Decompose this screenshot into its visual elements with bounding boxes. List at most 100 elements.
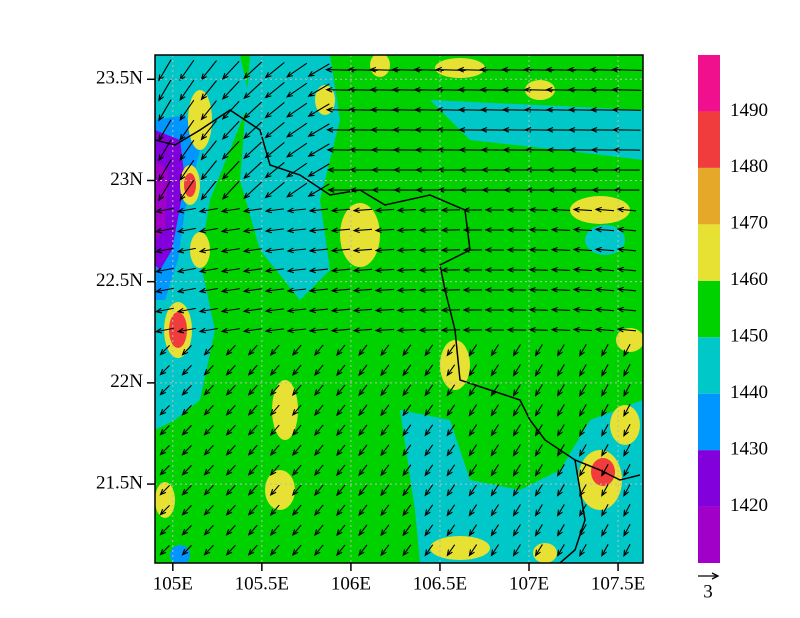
wind-vector (264, 62, 285, 79)
wind-vector (579, 364, 587, 377)
wind-vector (242, 327, 262, 334)
wind-vector (307, 83, 330, 97)
wind-vector (242, 207, 262, 214)
wind-vector (264, 227, 284, 234)
wind-vector (601, 384, 609, 397)
wind-vector (490, 384, 500, 397)
colorbar-label: 1450 (730, 326, 768, 347)
wind-vector (601, 404, 609, 417)
wind-vector (579, 504, 587, 517)
wind-vector (198, 327, 218, 334)
wind-vector (358, 484, 368, 497)
wind-vector (534, 344, 543, 357)
wind-vector (556, 364, 565, 377)
wind-vector (352, 267, 373, 274)
wind-vector (181, 444, 192, 456)
wind-vector (313, 464, 324, 477)
wind-vector (512, 504, 521, 517)
wind-vector (462, 327, 483, 333)
wind-vector (462, 207, 483, 213)
wind-vector (330, 207, 351, 214)
wind-vector (512, 344, 521, 357)
wind-vector (623, 404, 631, 417)
colorbar-label: 1430 (730, 438, 768, 459)
wind-vector (285, 162, 308, 178)
wind-vector (579, 424, 587, 437)
wind-vector (550, 246, 571, 253)
wind-vector (179, 99, 195, 122)
wind-vector (336, 384, 346, 397)
wind-vector (402, 424, 412, 437)
wind-vector (291, 544, 302, 557)
wind-vector (313, 344, 324, 357)
wind-vector (264, 247, 284, 254)
wind-vector (623, 384, 631, 397)
wind-vector (594, 306, 615, 313)
reference-label: 3 (703, 581, 713, 602)
wind-vector (247, 344, 258, 356)
wind-vector (506, 267, 527, 273)
wind-vector (424, 444, 434, 457)
wind-vector (374, 307, 395, 314)
wind-vector (484, 307, 505, 313)
wind-vector (155, 267, 174, 274)
plot-frame (154, 54, 644, 564)
wind-vector (512, 484, 521, 497)
wind-vector (534, 444, 543, 457)
wind-vector (418, 287, 439, 293)
wind-vector (534, 504, 543, 517)
x-tick-label: 105.5E (235, 573, 289, 594)
wind-vector (242, 227, 262, 234)
colorbar: 1420 1430 1440 1450 1460 1470 1480 1490 (698, 55, 768, 563)
wind-vector (415, 187, 442, 193)
wind-vector (594, 226, 615, 233)
wind-vector (468, 384, 478, 397)
wind-vector (179, 159, 195, 182)
wind-vector (242, 267, 262, 274)
wind-vector (490, 344, 500, 357)
wind-vector (313, 544, 324, 557)
wind-vector (528, 267, 549, 273)
wind-vector (264, 162, 285, 179)
colorbar-label: 1480 (730, 156, 768, 177)
wind-vector (616, 286, 637, 293)
wind-vector (579, 544, 587, 557)
wind-vector (579, 344, 587, 357)
wind-vector (358, 464, 368, 477)
wind-vector (307, 123, 330, 137)
wind-vector (158, 179, 172, 202)
wind-vector (393, 187, 420, 193)
wind-vector (534, 544, 543, 557)
wind-vector (352, 227, 373, 234)
wind-vector (336, 344, 346, 357)
wind-vector (155, 287, 174, 294)
wind-vector (623, 424, 631, 437)
wind-vector (418, 227, 439, 233)
wind-vector (462, 307, 483, 313)
wind-vector (446, 544, 456, 557)
wind-vector (286, 207, 307, 214)
colorbar-box (698, 450, 720, 507)
wind-vector (176, 287, 196, 294)
wind-vector (225, 484, 236, 496)
wind-vector (308, 227, 329, 234)
wind-vector (446, 364, 456, 377)
wind-vector (158, 59, 172, 82)
wind-vector (616, 226, 637, 233)
wind-vector (424, 384, 434, 397)
colorbar-box (698, 55, 720, 112)
wind-vector (490, 404, 500, 417)
wind-vector (181, 524, 192, 536)
wind-vector (358, 424, 368, 437)
wind-vector (307, 183, 330, 197)
wind-vector (181, 364, 192, 376)
wind-vector (402, 504, 412, 517)
wind-vector (506, 327, 527, 333)
wind-vector (572, 226, 593, 233)
wind-vector (490, 444, 500, 457)
wind-vector (247, 384, 258, 396)
wind-vector (550, 226, 571, 233)
wind-vector (243, 181, 263, 200)
wind-vector (336, 444, 346, 457)
